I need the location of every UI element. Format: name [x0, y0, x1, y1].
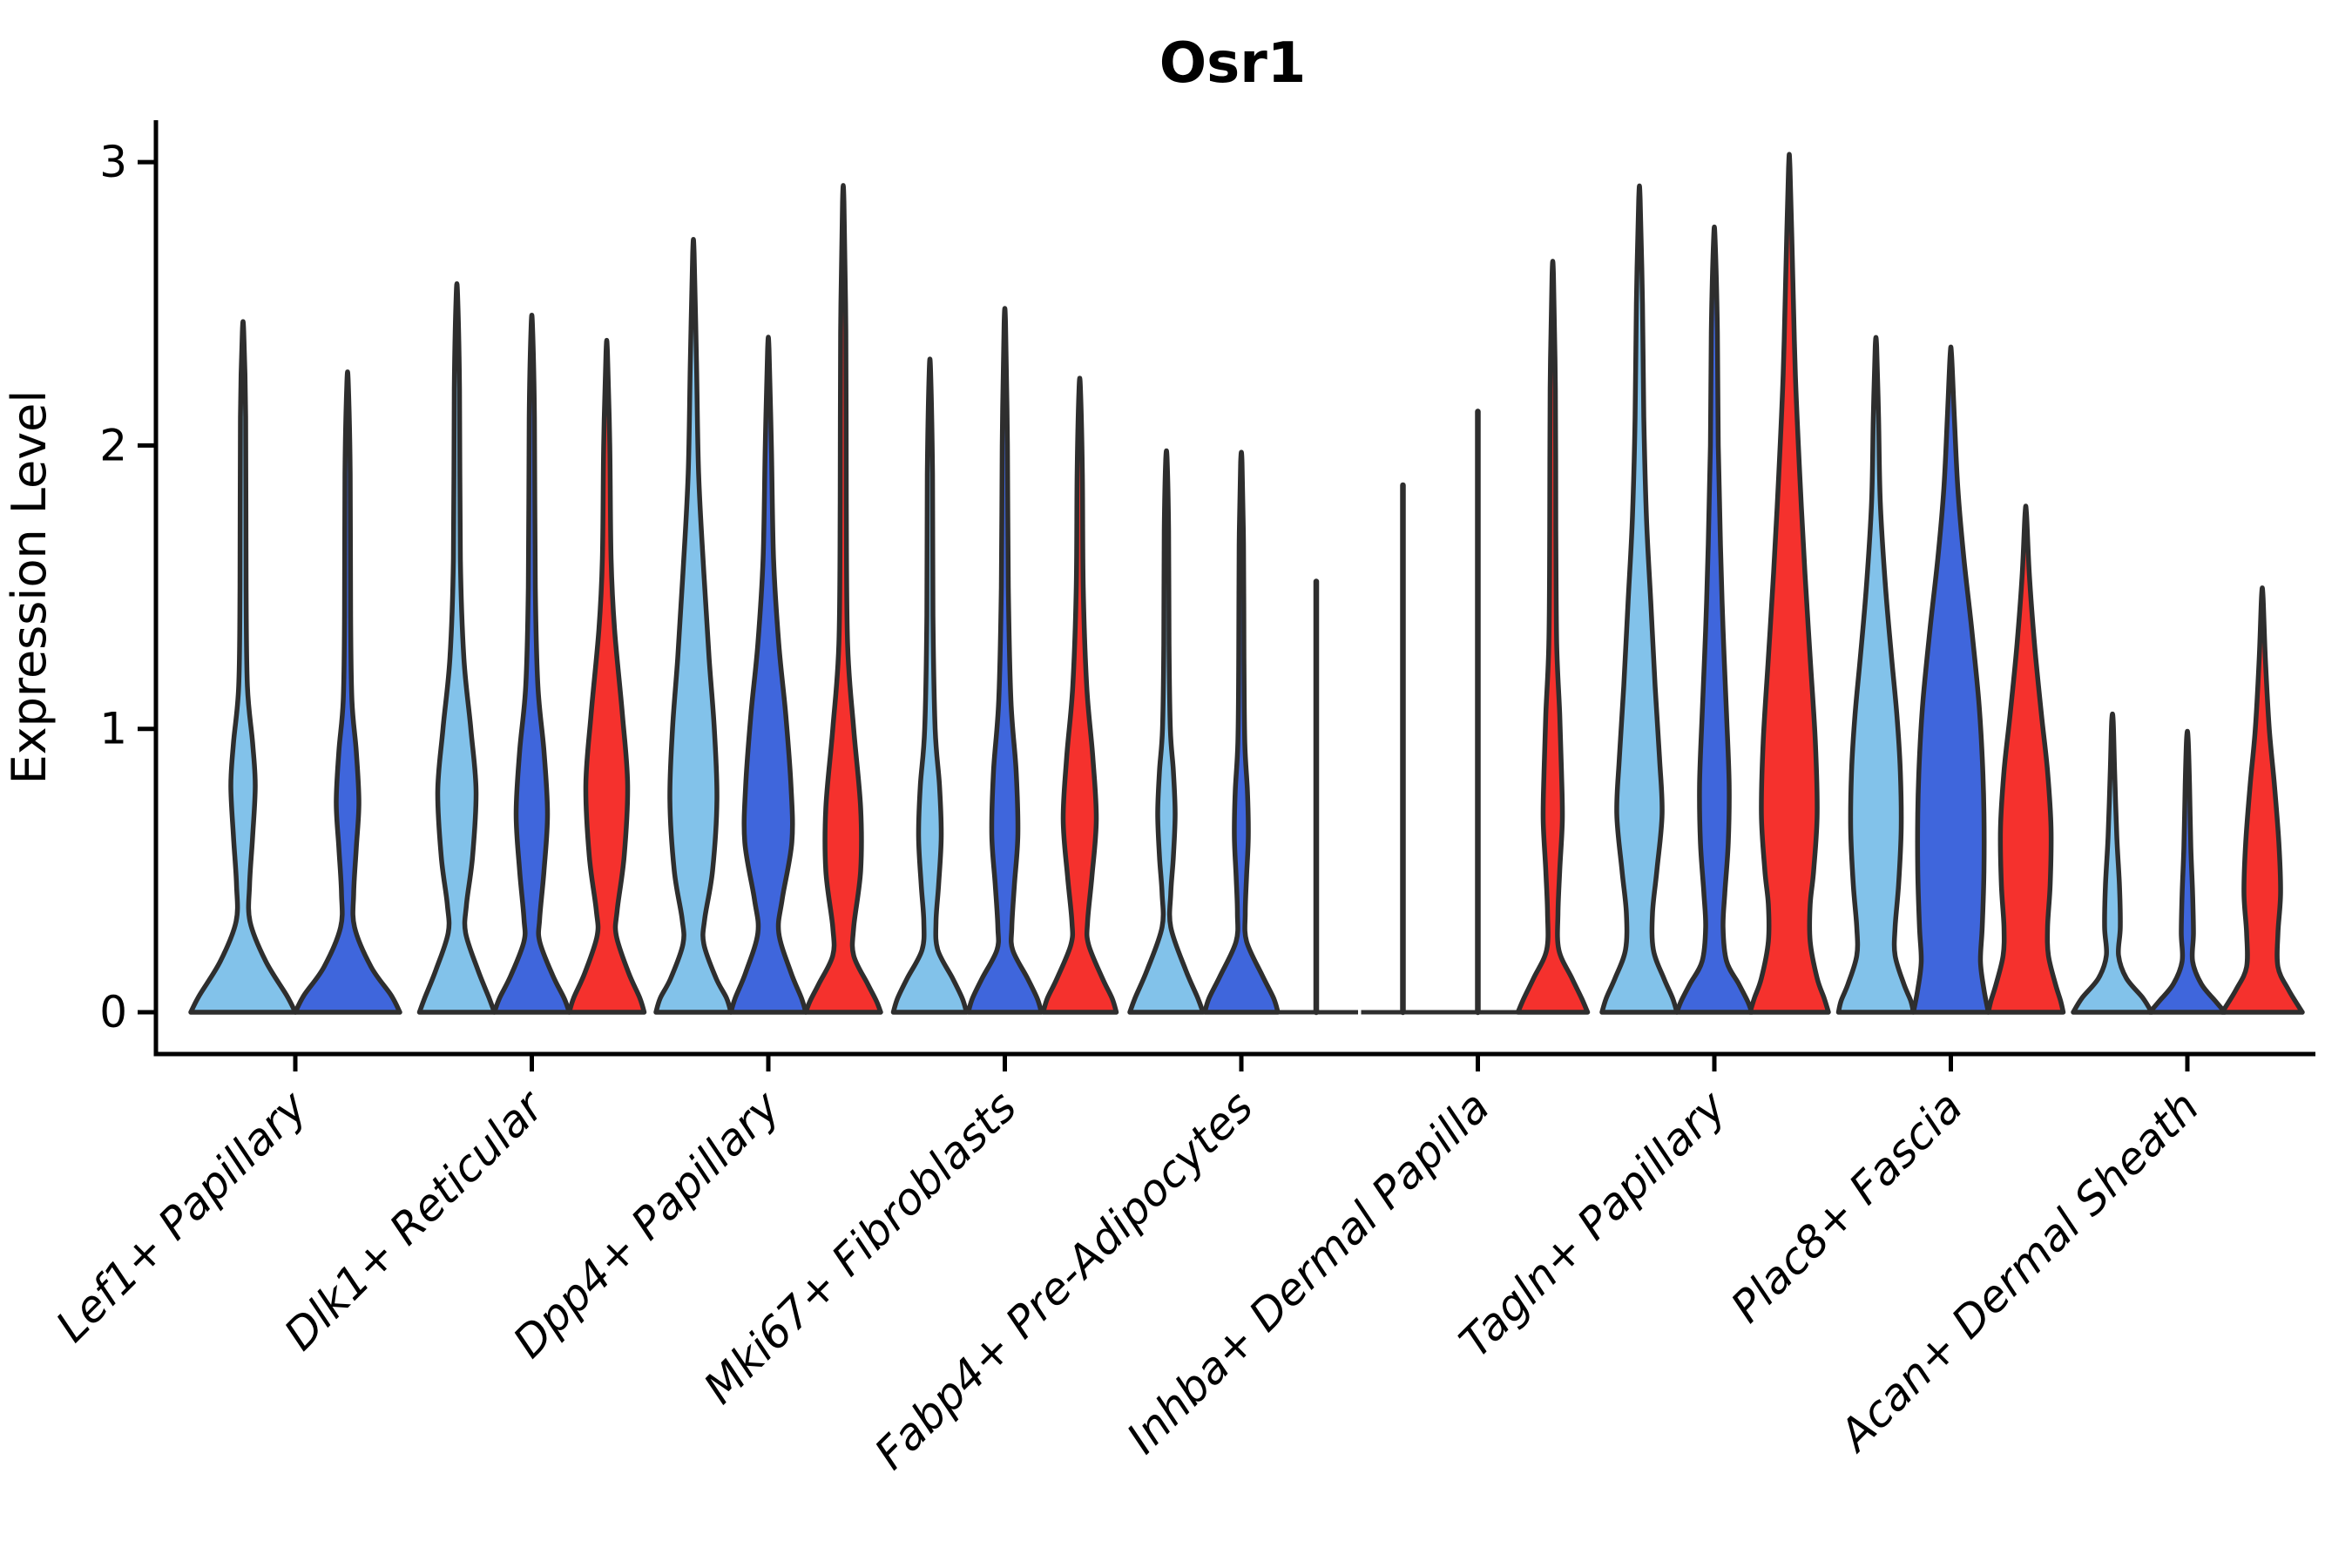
violin-royal_blue — [2147, 728, 2227, 1015]
violin-royal_blue — [728, 335, 808, 1015]
violin-royal_blue — [1674, 224, 1754, 1015]
y-tick-label: 1 — [99, 704, 127, 754]
violin-red — [1747, 152, 1831, 1015]
violin-light_blue — [416, 280, 497, 1015]
x-category-label: Dlk1+ Reticular — [274, 1079, 555, 1360]
violin-royal_blue — [1202, 449, 1281, 1015]
y-tick-label: 0 — [99, 987, 127, 1037]
violin-royal_blue — [965, 306, 1044, 1015]
y-tick-label: 2 — [99, 420, 127, 470]
violin-red — [1985, 504, 2066, 1015]
x-category-label: Plac8+ Fascia — [1721, 1081, 1972, 1332]
violin-light_blue — [1835, 335, 1916, 1015]
x-category-label: Tagln+ Papillary — [1450, 1080, 1736, 1367]
violin-royal_blue — [1910, 344, 1991, 1015]
violin-red — [1515, 259, 1591, 1015]
violin-royal_blue — [491, 313, 572, 1015]
y-tick-label: 3 — [99, 137, 127, 187]
x-category-label: Lef1+ Papillary — [46, 1080, 317, 1351]
violins — [188, 152, 2305, 1016]
violin-light_blue — [188, 319, 298, 1015]
violin-royal_blue — [293, 369, 402, 1015]
violin-red — [1040, 375, 1119, 1015]
y-ticks: 0 1 2 3 — [99, 137, 156, 1037]
violin-light_blue — [653, 237, 733, 1015]
violin-light_blue — [890, 356, 970, 1015]
chart-title: Osr1 — [1159, 31, 1307, 96]
violin-red — [2220, 585, 2305, 1015]
violin-red — [803, 183, 883, 1015]
violin-light_blue — [1599, 183, 1680, 1015]
violin-red — [566, 337, 647, 1015]
violin-light_blue — [2071, 711, 2154, 1015]
axes — [153, 120, 2315, 1057]
y-axis-label: Expression Level — [2, 390, 57, 785]
x-category-label: Fabp4+ Pre-Adipocytes — [865, 1081, 1263, 1479]
violin-light_blue — [1127, 448, 1206, 1015]
